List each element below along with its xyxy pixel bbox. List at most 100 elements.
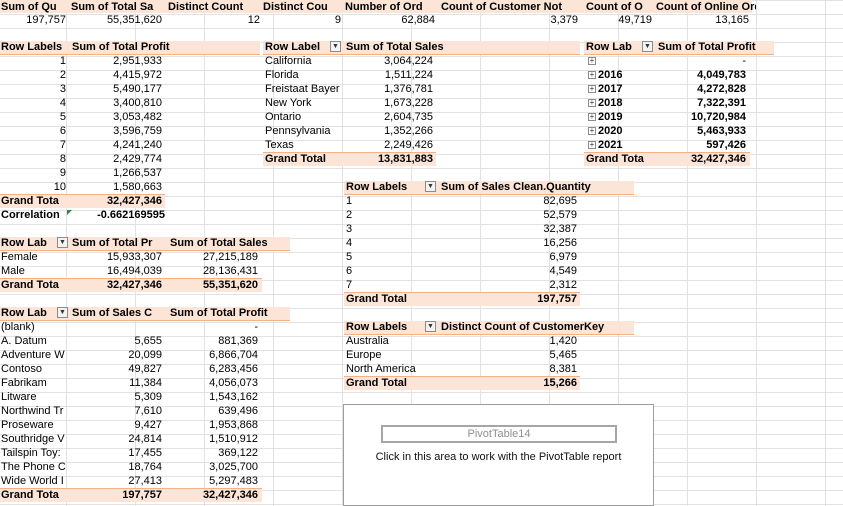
pt-row-value[interactable]: 2,429,774 [113,153,162,165]
pt-quantity-value-header[interactable]: Sum of Sales Clean.Quantity [441,181,591,193]
pt-row-label[interactable]: 4 [59,97,66,109]
pt-grand-total-label[interactable]: Grand Tota [586,153,644,165]
pt-grand-total-label[interactable]: Grand Tota [1,195,59,207]
pt-row-value[interactable]: 2,249,426 [384,139,433,151]
pt-row-label[interactable]: 8 [59,153,66,165]
filter-dropdown-icon[interactable]: ▼ [642,41,653,52]
pt-row-value[interactable]: 1,420 [549,335,577,347]
pt-grand-total-label[interactable]: Grand Total [346,293,407,305]
pt-row-value[interactable]: 3,053,482 [113,111,162,123]
pt-row-label[interactable]: 2018 [598,97,623,109]
pt-row-label[interactable]: Adventure W [1,349,65,361]
pt-row-value[interactable]: 28,136,431 [202,265,258,277]
pt-row-label[interactable]: Ontario [265,111,302,123]
pt-row-value[interactable]: 8,381 [549,363,577,375]
pt-row-label[interactable]: 3 [346,223,353,235]
pt-row-value[interactable]: 4,415,972 [113,69,162,81]
pt-row-value[interactable]: 5,490,177 [113,83,162,95]
pt-row-label[interactable]: 3 [59,83,66,95]
expand-icon[interactable]: + [588,140,596,149]
pt-row-value[interactable]: 639,496 [218,405,258,417]
pt-row-value[interactable]: 3,596,759 [113,125,162,137]
pt-profit-num-row-label-header[interactable]: Row Labels [1,41,63,53]
pt-row-value[interactable]: 9,427 [134,419,162,431]
pt-row-value[interactable]: 6,866,704 [209,349,258,361]
pt-row-value[interactable]: 3,400,810 [113,97,162,109]
pt-row-label[interactable]: Male [1,265,25,277]
pt-row-label[interactable]: Australia [346,335,389,347]
pt-row-label[interactable]: The Phone C [1,461,66,473]
pt-row-value[interactable]: 17,455 [128,447,162,459]
pt-state-row-label-header[interactable]: Row Label [265,41,321,53]
pt-row-value[interactable]: 4,241,240 [113,139,162,151]
pt-row-label[interactable]: Contoso [1,363,42,375]
pt-row-value[interactable]: 1,352,266 [384,125,433,137]
pt-row-value[interactable]: 1,543,162 [209,391,258,403]
summary-value[interactable]: 62,884 [401,14,435,26]
pt-row-value[interactable]: 7,610 [134,405,162,417]
pt-row-label[interactable]: Wide World I [1,475,64,487]
pt-row-label[interactable]: 2017 [598,83,623,95]
pt-state-value-header[interactable]: Sum of Total Sales [346,41,444,53]
pt-row-value[interactable]: 5,465 [549,349,577,361]
pt-row-value[interactable]: 3,064,224 [384,55,433,67]
pt-brand-value-header-2[interactable]: Sum of Total Profit [170,307,268,319]
pt-grand-total-value[interactable]: 32,427,346 [690,153,746,165]
pt-row-label[interactable]: Northwind Tr [1,405,64,417]
pt-row-label[interactable] [598,54,648,68]
pt-row-value[interactable]: 16,256 [543,237,577,249]
pt-row-label[interactable]: Litware [1,391,37,403]
pt-row-value[interactable]: 27,215,189 [202,251,258,263]
pt-row-value[interactable]: 82,695 [543,195,577,207]
pt-grand-total-value[interactable]: 15,266 [543,377,577,389]
pt-row-label[interactable]: Florida [265,69,299,81]
pt-row-value[interactable]: 11,384 [129,377,162,389]
pt-row-value[interactable]: - [254,321,258,333]
correlation-value[interactable]: -0.662169595 [97,209,165,221]
pt-year-value-header[interactable]: Sum of Total Profit [658,41,756,53]
pt-row-value[interactable]: 369,122 [218,447,258,459]
pt-row-value[interactable]: 10,720,984 [690,111,746,123]
pt-row-value[interactable]: 2,312 [549,279,577,291]
pt-row-label[interactable]: (blank) [1,321,35,333]
pt-row-label[interactable]: 7 [59,139,66,151]
pt-row-label[interactable]: 6 [59,125,66,137]
summary-header[interactable]: Distinct Count [168,1,244,13]
pt-row-value[interactable]: 20,099 [128,349,162,361]
correlation-label[interactable]: Correlation [1,209,60,221]
pt-gender-row-label-header[interactable]: Row Lab [1,237,47,249]
pt-row-label[interactable]: Fabrikam [1,377,47,389]
pt-row-label[interactable]: 2020 [598,125,623,137]
summary-header[interactable]: Count of Online Order [656,1,756,13]
pt-row-value[interactable] [70,320,162,334]
pt-row-value[interactable]: 4,272,828 [697,83,746,95]
pt-gender-value-header-2[interactable]: Sum of Total Sales [170,237,268,249]
pt-quantity-row-label-header[interactable]: Row Labels [346,181,408,193]
pt-row-label[interactable]: Pennsylvania [265,125,331,137]
pt-row-value[interactable]: 5,463,933 [697,125,746,137]
pt-row-value[interactable]: 5,309 [134,391,162,403]
pt-row-label[interactable]: Europe [346,349,382,361]
pt-row-label[interactable]: 2 [346,209,353,221]
summary-value[interactable]: 3,379 [550,14,578,26]
pt-row-value[interactable]: 6,283,456 [209,363,258,375]
pt-row-value[interactable]: 1,511,224 [384,69,433,81]
pt-grand-total-value[interactable]: 32,427,346 [106,195,162,207]
pt-row-label[interactable]: New York [265,97,312,109]
pt-row-label[interactable]: 2 [59,69,66,81]
summary-value[interactable]: 55,351,620 [106,14,162,26]
pt-grand-total-label[interactable]: Grand Tota [1,279,59,291]
pt-row-value[interactable]: 7,322,391 [697,97,746,109]
pt-brand-row-label-header[interactable]: Row Lab [1,307,47,319]
summary-header[interactable]: Number of Ord [345,1,423,13]
pt-row-value[interactable]: 49,827 [128,363,162,375]
pt-row-value[interactable]: 1,580,663 [113,181,162,193]
pt-continent-value-header[interactable]: Distinct Count of CustomerKey [441,321,605,333]
summary-value[interactable]: 12 [247,14,260,26]
summary-header[interactable]: Count of Customer Not [441,1,562,13]
pt-grand-total-value[interactable]: 32,427,346 [106,279,162,291]
pt-row-label[interactable]: 2016 [598,69,623,81]
pt-row-value[interactable]: 1,673,228 [384,97,433,109]
pt-row-value[interactable]: 2,604,735 [384,111,433,123]
pt-row-value[interactable]: 6,979 [549,251,577,263]
